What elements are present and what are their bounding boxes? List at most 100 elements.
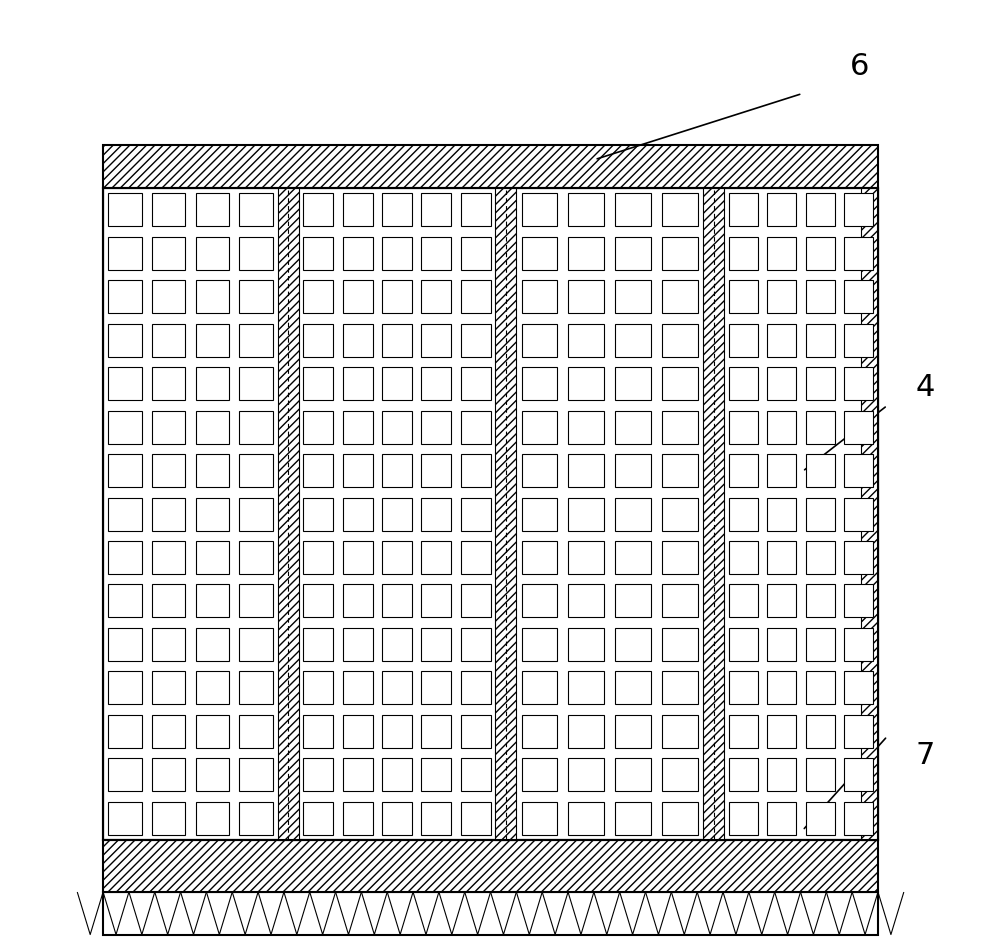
Bar xyxy=(152,759,185,791)
Bar xyxy=(343,759,373,791)
Bar xyxy=(844,672,873,704)
Bar xyxy=(767,368,796,400)
Bar xyxy=(108,716,142,748)
Bar xyxy=(196,238,229,270)
Bar xyxy=(522,455,557,487)
Bar xyxy=(239,238,273,270)
Bar xyxy=(382,455,412,487)
Bar xyxy=(152,455,185,487)
Bar xyxy=(844,585,873,617)
Bar xyxy=(568,629,604,661)
Bar xyxy=(767,238,796,270)
Bar xyxy=(461,412,491,444)
Bar xyxy=(421,716,451,748)
Bar xyxy=(303,281,333,313)
Bar xyxy=(303,455,333,487)
Bar xyxy=(108,759,142,791)
Bar xyxy=(303,672,333,704)
Bar xyxy=(767,716,796,748)
Bar xyxy=(568,325,604,357)
Bar xyxy=(382,759,412,791)
Bar xyxy=(303,542,333,574)
Bar xyxy=(767,455,796,487)
Bar xyxy=(421,325,451,357)
Text: 6: 6 xyxy=(849,52,869,80)
Bar xyxy=(729,716,758,748)
Bar xyxy=(806,455,835,487)
Bar xyxy=(108,672,142,704)
Bar xyxy=(196,672,229,704)
Bar xyxy=(343,412,373,444)
Bar xyxy=(196,498,229,531)
Bar xyxy=(615,542,651,574)
Bar xyxy=(421,238,451,270)
Bar xyxy=(382,585,412,617)
Bar xyxy=(239,455,273,487)
Bar xyxy=(152,281,185,313)
Bar xyxy=(522,498,557,531)
Bar xyxy=(568,498,604,531)
Bar xyxy=(343,238,373,270)
Bar xyxy=(421,412,451,444)
Bar xyxy=(382,412,412,444)
Bar xyxy=(239,629,273,661)
Bar xyxy=(729,498,758,531)
Bar xyxy=(568,585,604,617)
Bar xyxy=(461,629,491,661)
Bar xyxy=(806,498,835,531)
Bar xyxy=(196,542,229,574)
Bar xyxy=(239,542,273,574)
Bar xyxy=(844,325,873,357)
Bar xyxy=(108,194,142,227)
Bar xyxy=(421,802,451,834)
Bar xyxy=(108,629,142,661)
Bar xyxy=(461,542,491,574)
Bar xyxy=(729,802,758,834)
Bar xyxy=(278,189,299,840)
Bar xyxy=(844,368,873,400)
Bar xyxy=(421,498,451,531)
Bar xyxy=(303,716,333,748)
Bar xyxy=(767,759,796,791)
Bar xyxy=(662,716,698,748)
Bar xyxy=(568,368,604,400)
Bar xyxy=(568,759,604,791)
Bar xyxy=(806,542,835,574)
Bar xyxy=(303,759,333,791)
Bar xyxy=(662,629,698,661)
Bar xyxy=(662,412,698,444)
Bar xyxy=(522,629,557,661)
Bar xyxy=(729,194,758,227)
Bar xyxy=(568,672,604,704)
Bar xyxy=(303,238,333,270)
Bar xyxy=(239,412,273,444)
Bar xyxy=(461,802,491,834)
Bar xyxy=(382,368,412,400)
Bar xyxy=(844,716,873,748)
Bar xyxy=(844,498,873,531)
Bar xyxy=(522,194,557,227)
Bar xyxy=(662,368,698,400)
Bar xyxy=(152,542,185,574)
Bar xyxy=(806,629,835,661)
Bar xyxy=(103,840,878,892)
Bar xyxy=(108,238,142,270)
Bar xyxy=(152,629,185,661)
Bar xyxy=(806,585,835,617)
Bar xyxy=(343,455,373,487)
Bar xyxy=(382,325,412,357)
Bar xyxy=(767,802,796,834)
Bar xyxy=(806,281,835,313)
Bar xyxy=(152,325,185,357)
Bar xyxy=(806,325,835,357)
Bar xyxy=(662,585,698,617)
Bar xyxy=(421,542,451,574)
Bar xyxy=(196,716,229,748)
Bar xyxy=(108,412,142,444)
Bar xyxy=(806,716,835,748)
Bar xyxy=(239,759,273,791)
Bar xyxy=(729,672,758,704)
Bar xyxy=(522,542,557,574)
Bar xyxy=(615,412,651,444)
Bar xyxy=(152,716,185,748)
